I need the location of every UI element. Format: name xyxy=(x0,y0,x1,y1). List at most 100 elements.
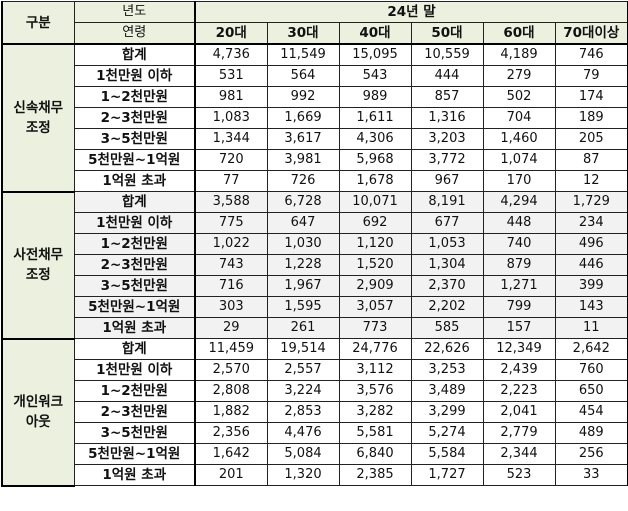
table-cell: 650 xyxy=(554,380,628,402)
table-cell: 2,779 xyxy=(482,422,556,444)
table-cell: 399 xyxy=(554,275,628,297)
debt-adjustment-table: 구분 년도 24년 말 연령 20대 30대 40대 50대 60대 70대이상… xyxy=(1,1,628,487)
row-label: 1~2천만원 xyxy=(73,233,196,255)
table-cell: 726 xyxy=(266,170,340,192)
table-cell: 1,304 xyxy=(410,254,484,276)
table-cell: 444 xyxy=(410,65,484,87)
table-cell: 11 xyxy=(554,317,628,339)
table-cell: 564 xyxy=(266,65,340,87)
table-row: 1천만원 이하 531 564 543 444 279 79 xyxy=(2,65,628,87)
row-label: 2~3천만원 xyxy=(73,254,196,276)
category-header: 구분 xyxy=(1,1,75,45)
table-row: 1억원 초과 77 726 1,678 967 170 12 xyxy=(2,170,628,192)
table-cell: 448 xyxy=(482,212,556,234)
table-cell: 3,057 xyxy=(338,296,412,318)
column-header: 50대 xyxy=(410,22,484,45)
table-row: 2~3천만원 1,882 2,853 3,282 3,299 2,041 454 xyxy=(2,401,628,423)
table-cell: 775 xyxy=(194,212,268,234)
table-cell: 3,617 xyxy=(266,128,340,150)
table-cell: 234 xyxy=(554,212,628,234)
table-cell: 15,095 xyxy=(338,43,412,66)
table-cell: 716 xyxy=(194,275,268,297)
table-cell: 647 xyxy=(266,212,340,234)
row-label: 1억원 초과 xyxy=(73,170,196,192)
table-cell: 967 xyxy=(410,170,484,192)
table-cell: 2,041 xyxy=(482,401,556,423)
table-cell: 29 xyxy=(194,317,268,339)
table-cell: 740 xyxy=(482,233,556,255)
table-cell: 11,549 xyxy=(266,43,340,66)
row-label: 5천만원~1억원 xyxy=(73,149,196,171)
header-row-year: 구분 년도 24년 말 xyxy=(1,1,628,45)
column-header: 70대이상 xyxy=(554,22,628,45)
table-cell: 981 xyxy=(194,86,268,108)
table-row: 5천만원~1억원 1,642 5,084 6,840 5,584 2,344 256 xyxy=(2,443,628,465)
table-cell: 3,981 xyxy=(266,149,340,171)
table-cell: 1,727 xyxy=(410,464,484,486)
column-header: 60대 xyxy=(482,22,556,45)
table-cell: 4,306 xyxy=(338,128,412,150)
table-row: 3~5천만원 1,344 3,617 4,306 3,203 1,460 205 xyxy=(2,128,628,150)
table-row: 1천만원 이하 2,570 2,557 3,112 3,253 2,439 760 xyxy=(2,359,628,381)
table-cell: 205 xyxy=(554,128,628,150)
table-cell: 2,223 xyxy=(482,380,556,402)
table-cell: 189 xyxy=(554,107,628,129)
table-cell: 22,626 xyxy=(410,338,484,360)
table-cell: 11,459 xyxy=(194,338,268,360)
table-cell: 5,274 xyxy=(410,422,484,444)
table-cell: 2,808 xyxy=(194,380,268,402)
table-cell: 531 xyxy=(194,65,268,87)
table-row: 사전채무 조정 합계 3,588 6,728 10,071 8,191 4,294 1,729 xyxy=(1,191,628,340)
group-label-line1: 신속채무 xyxy=(13,99,64,116)
table-cell: 1,344 xyxy=(194,128,268,150)
table-row: 개인워크 아웃 합계 11,459 19,514 24,776 22,626 12,349 2,… xyxy=(1,338,628,487)
row-label: 합계 xyxy=(73,338,196,360)
table-row: 1~2천만원 1,022 1,030 1,120 1,053 740 496 xyxy=(2,233,628,255)
group-label: 사전채무 조정 xyxy=(1,191,75,340)
group-label-line2: 조정 xyxy=(25,119,51,136)
table-cell: 4,476 xyxy=(266,422,340,444)
table-cell: 2,439 xyxy=(482,359,556,381)
table-cell: 454 xyxy=(554,401,628,423)
table-cell: 5,584 xyxy=(410,443,484,465)
table-cell: 24,776 xyxy=(338,338,412,360)
row-label: 1~2천만원 xyxy=(73,86,196,108)
table-cell: 746 xyxy=(554,43,628,66)
row-label: 합계 xyxy=(73,43,196,66)
table-cell: 201 xyxy=(194,464,268,486)
table-cell: 77 xyxy=(194,170,268,192)
table-cell: 799 xyxy=(482,296,556,318)
table-cell: 303 xyxy=(194,296,268,318)
table-cell: 1,053 xyxy=(410,233,484,255)
table-cell: 2,202 xyxy=(410,296,484,318)
table-cell: 2,642 xyxy=(554,338,628,360)
table-cell: 692 xyxy=(338,212,412,234)
group-label-line2: 조정 xyxy=(25,267,51,283)
table-cell: 677 xyxy=(410,212,484,234)
table-cell: 3,588 xyxy=(194,191,268,213)
table-cell: 502 xyxy=(482,86,556,108)
table-cell: 989 xyxy=(338,86,412,108)
row-label: 2~3천만원 xyxy=(73,401,196,423)
table-row: 3~5천만원 716 1,967 2,909 2,370 1,271 399 xyxy=(2,275,628,297)
table-row: 5천만원~1억원 720 3,981 5,968 3,772 1,074 87 xyxy=(2,149,628,171)
row-label: 1억원 초과 xyxy=(73,464,196,486)
table-cell: 1,729 xyxy=(554,191,628,213)
table-cell: 760 xyxy=(554,359,628,381)
table-cell: 6,728 xyxy=(266,191,340,213)
table-cell: 1,611 xyxy=(338,107,412,129)
table-cell: 170 xyxy=(482,170,556,192)
row-label: 3~5천만원 xyxy=(73,128,196,150)
row-label: 5천만원~1억원 xyxy=(73,296,196,318)
group-label-line2: 아웃 xyxy=(25,414,51,430)
table-cell: 3,112 xyxy=(338,359,412,381)
header-row-age: 연령 20대 30대 40대 50대 60대 70대이상 xyxy=(2,22,628,45)
table-cell: 743 xyxy=(194,254,268,276)
table-cell: 720 xyxy=(194,149,268,171)
table-cell: 5,581 xyxy=(338,422,412,444)
table-row: 2~3천만원 743 1,228 1,520 1,304 879 446 xyxy=(2,254,628,276)
table-cell: 3,772 xyxy=(410,149,484,171)
table-cell: 5,084 xyxy=(266,443,340,465)
table-cell: 10,559 xyxy=(410,43,484,66)
table-cell: 1,030 xyxy=(266,233,340,255)
